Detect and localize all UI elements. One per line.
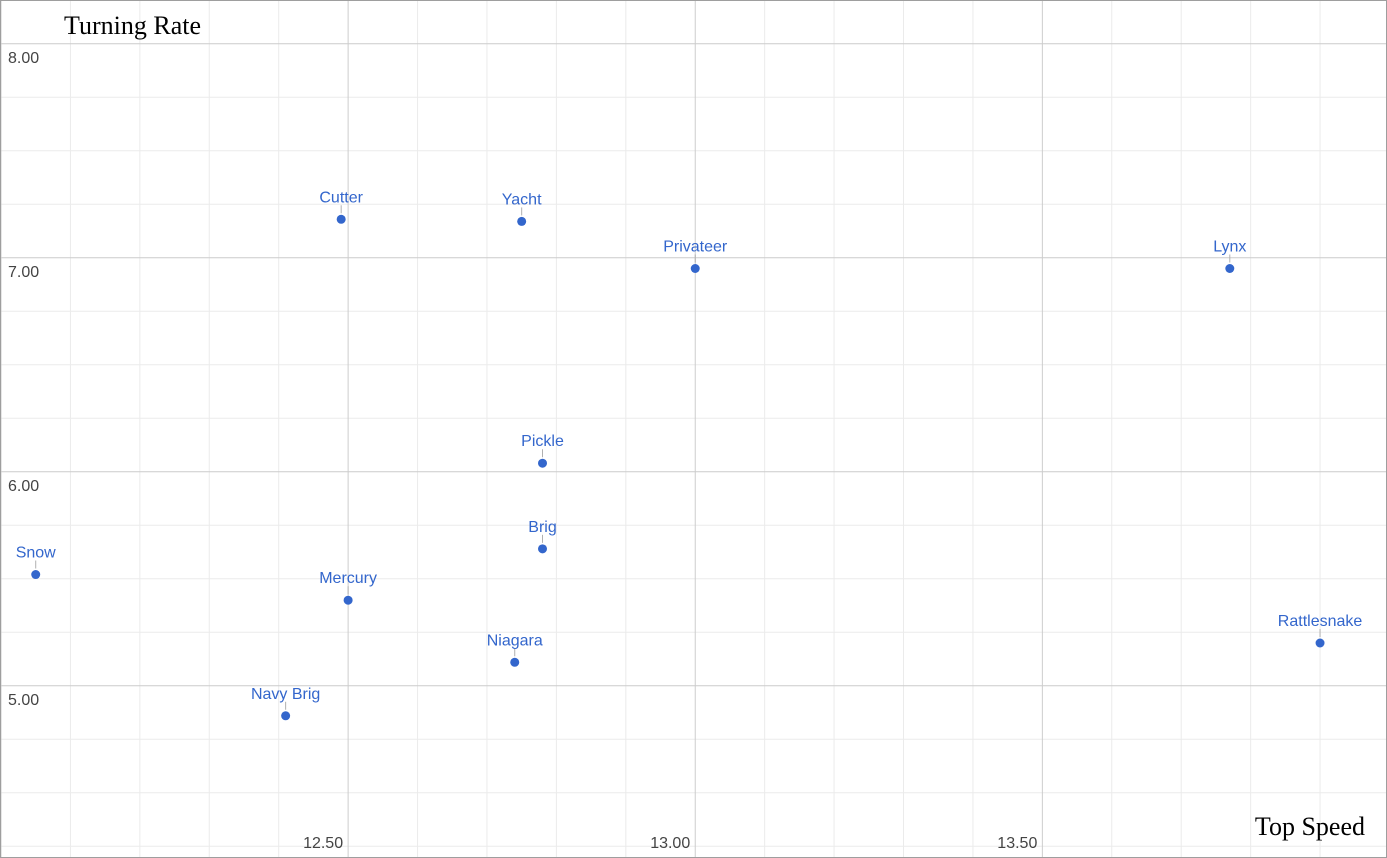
- scatter-point[interactable]: [517, 216, 527, 226]
- point-label: Niagara: [487, 632, 543, 649]
- scatter-point[interactable]: [343, 595, 353, 605]
- scatter-point-group: Cutter: [319, 189, 364, 224]
- scatter-point[interactable]: [336, 214, 346, 224]
- scatter-point[interactable]: [690, 264, 700, 273]
- scatter-point-group: Privateer: [663, 239, 728, 273]
- scatter-point-group: Snow: [16, 545, 56, 580]
- y-axis-tick-labels: 5.00 6.00 7.00 8.00: [8, 50, 39, 709]
- scatter-point-group: Lynx: [1213, 239, 1246, 273]
- x-axis-label: Top Speed: [1255, 812, 1365, 841]
- scatter-point-group: Brig: [528, 519, 557, 554]
- point-label: Cutter: [319, 189, 363, 206]
- scatter-point[interactable]: [1315, 638, 1325, 648]
- x-axis-tick-labels: 12.50 13.00 13.50: [303, 835, 1037, 852]
- x-tick-label: 13.00: [650, 835, 690, 852]
- y-tick-label: 6.00: [8, 478, 39, 495]
- scatter-point[interactable]: [538, 544, 548, 554]
- point-label: Navy Brig: [251, 686, 320, 703]
- scatter-point-group: Yacht: [502, 191, 542, 226]
- point-label: Lynx: [1213, 239, 1246, 256]
- y-tick-label: 8.00: [8, 50, 39, 67]
- point-label: Privateer: [663, 239, 728, 256]
- data-points: Cutter Yacht Privateer Lynx Pickle Brig Snow Me…: [16, 189, 1363, 721]
- point-label: Rattlesnake: [1278, 613, 1363, 630]
- point-label: Pickle: [521, 433, 564, 450]
- y-tick-label: 7.00: [8, 264, 39, 281]
- scatter-point[interactable]: [538, 458, 548, 468]
- scatter-point[interactable]: [31, 570, 41, 580]
- x-tick-label: 13.50: [997, 835, 1037, 852]
- scatter-point-group: Pickle: [521, 433, 564, 468]
- y-axis-label: Turning Rate: [64, 11, 201, 40]
- x-tick-label: 12.50: [303, 835, 343, 852]
- point-label: Brig: [528, 519, 556, 536]
- scatter-point-group: Navy Brig: [251, 686, 320, 721]
- scatter-point[interactable]: [1225, 264, 1235, 273]
- point-label: Mercury: [319, 570, 377, 587]
- scatter-point[interactable]: [510, 657, 520, 667]
- y-tick-label: 5.00: [8, 692, 39, 709]
- point-label: Snow: [16, 545, 56, 562]
- scatter-point-group: Rattlesnake: [1278, 613, 1363, 648]
- scatter-point-group: Niagara: [487, 632, 543, 667]
- scatter-point[interactable]: [281, 711, 291, 721]
- point-label: Yacht: [502, 191, 542, 208]
- scatter-point-group: Mercury: [319, 570, 377, 605]
